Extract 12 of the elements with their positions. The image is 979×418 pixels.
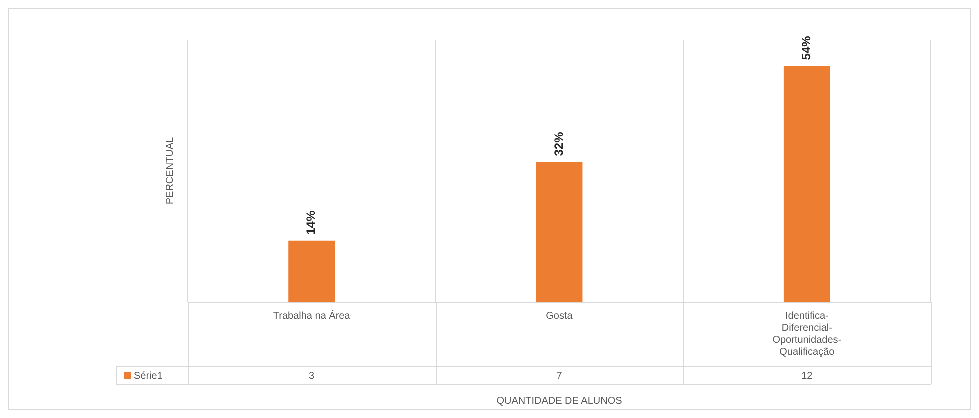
x-tick-label: Gosta (546, 310, 574, 322)
y-axis-title: PERCENTUAL (164, 136, 176, 205)
text: 3 (309, 370, 316, 382)
x-tick-label: Identifica-Diferencial-Oportunidades-Qualificação (772, 310, 842, 358)
x-axis-title: QUANTIDADE DE ALUNOS (496, 396, 623, 407)
data-label: 54% (799, 36, 814, 60)
legend-label: Série1 (134, 370, 164, 382)
text: 12 (802, 370, 814, 382)
data-label: 14% (304, 210, 318, 235)
data-label: 32% (552, 132, 566, 156)
x-tick-label: Trabalha na Área (273, 310, 351, 322)
text: 7 (556, 370, 563, 382)
